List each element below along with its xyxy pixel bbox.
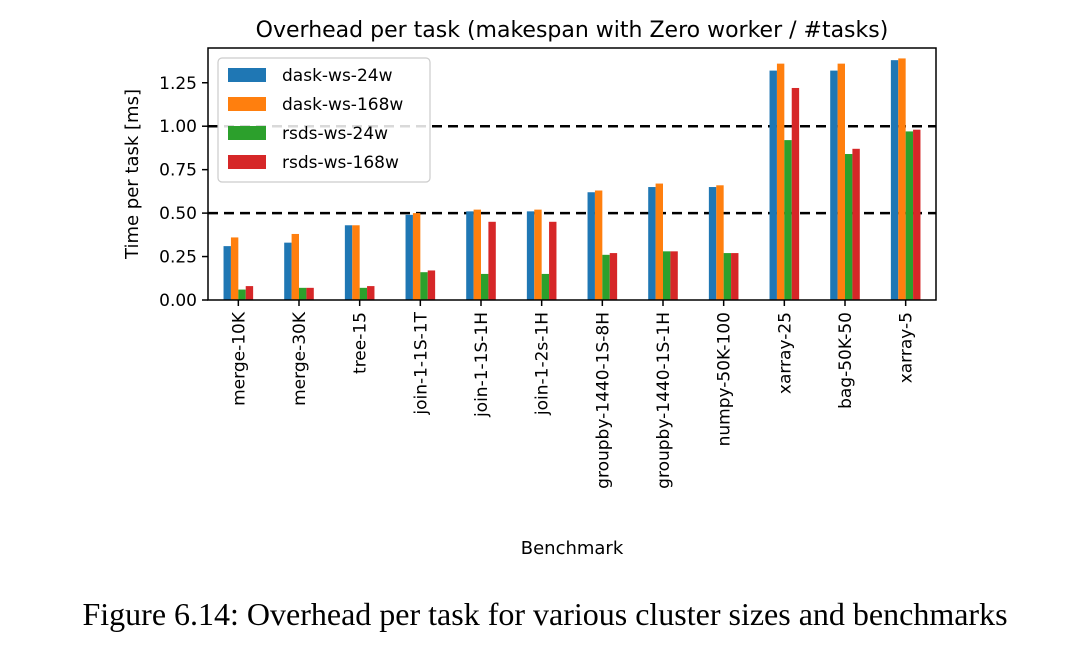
bar-dask-ws-168w-xarray-5 bbox=[898, 58, 906, 301]
y-axis: 0.00 0.25 0.50 0.75 1.00 1.25 bbox=[159, 74, 208, 311]
bar-rsds-ws-168w-join-1-2s-1H bbox=[549, 221, 557, 300]
bar-rsds-ws-24w-xarray-5 bbox=[905, 131, 914, 300]
bar-series-group bbox=[223, 58, 921, 301]
bar-dask-ws-168w-merge-30K bbox=[291, 233, 299, 300]
plot-area-frame bbox=[207, 47, 937, 301]
bar-dask-ws-168w-join-1-2s-1H bbox=[534, 209, 542, 300]
bar-rsds-ws-24w-xarray-25 bbox=[784, 140, 792, 300]
bar-dask-ws-24w-merge-10K bbox=[223, 246, 231, 300]
bar-rsds-ws-24w-numpy-50K-100 bbox=[723, 253, 732, 300]
figure-caption: Figure 6.14: Overhead per task for vario… bbox=[82, 596, 1008, 632]
legend-box bbox=[217, 57, 431, 183]
bar-dask-ws-168w-groupby-1440-1S-8H bbox=[594, 190, 603, 300]
y-tick-label: 0.25 bbox=[159, 248, 197, 268]
bar-rsds-ws-168w-numpy-50K-100 bbox=[731, 253, 739, 300]
bar-rsds-ws-24w-groupby-1440-1S-1H bbox=[663, 251, 671, 300]
bar-dask-ws-168w-merge-10K bbox=[230, 237, 239, 300]
x-axis: merge-10K merge-30K tree-15 join-1-1S-1T joi… bbox=[229, 300, 917, 489]
bar-rsds-ws-168w-bag-50K-50 bbox=[852, 148, 860, 300]
bar-dask-ws-24w-groupby-1440-1S-8H bbox=[587, 192, 595, 300]
y-axis-label: Time per task [ms] bbox=[122, 89, 143, 260]
legend-label-dask-ws-24w: dask-ws-24w bbox=[282, 66, 393, 86]
y-tick-label: 0.75 bbox=[159, 161, 197, 181]
bar-dask-ws-24w-groupby-1440-1S-1H bbox=[648, 187, 656, 300]
x-tick-label: merge-10K bbox=[229, 311, 249, 406]
bar-rsds-ws-168w-merge-30K bbox=[306, 287, 314, 300]
chart-title: Overhead per task (makespan with Zero wo… bbox=[256, 18, 889, 43]
x-tick-label: groupby-1440-1S-1H bbox=[654, 312, 674, 489]
bar-dask-ws-168w-bag-50K-50 bbox=[837, 63, 845, 300]
bar-dask-ws-24w-bag-50K-50 bbox=[830, 70, 838, 300]
y-tick-label: 0.00 bbox=[159, 291, 197, 311]
bar-rsds-ws-168w-join-1-1S-1H bbox=[488, 221, 496, 300]
bar-dask-ws-24w-tree-15 bbox=[344, 225, 353, 300]
bar-dask-ws-168w-xarray-25 bbox=[776, 63, 785, 300]
bar-rsds-ws-168w-tree-15 bbox=[367, 286, 375, 300]
legend-swatch-dask-ws-168w bbox=[228, 97, 266, 111]
x-tick-label: groupby-1440-1S-8H bbox=[593, 312, 613, 489]
bar-dask-ws-24w-numpy-50K-100 bbox=[708, 187, 717, 300]
bar-dask-ws-24w-merge-30K bbox=[284, 242, 292, 300]
bar-rsds-ws-168w-groupby-1440-1S-1H bbox=[670, 251, 678, 300]
bar-rsds-ws-168w-xarray-25 bbox=[791, 87, 800, 300]
legend-swatch-dask-ws-24w bbox=[228, 68, 266, 82]
legend: dask-ws-24w dask-ws-168w rsds-ws-24w rsds-w… bbox=[217, 57, 431, 183]
bar-dask-ws-24w-join-1-1S-1T bbox=[405, 214, 413, 300]
bar-rsds-ws-24w-tree-15 bbox=[359, 287, 368, 300]
y-tick-label: 1.25 bbox=[159, 74, 197, 94]
x-axis-label: Benchmark bbox=[521, 538, 624, 559]
legend-label-dask-ws-168w: dask-ws-168w bbox=[282, 95, 403, 115]
bar-rsds-ws-168w-merge-10K bbox=[245, 286, 254, 300]
bar-rsds-ws-24w-join-1-1S-1H bbox=[481, 273, 489, 300]
bar-rsds-ws-24w-merge-30K bbox=[299, 287, 307, 300]
x-tick-label: tree-15 bbox=[351, 312, 371, 374]
x-tick-label: join-1-2s-1H bbox=[533, 312, 553, 416]
bar-dask-ws-24w-join-1-2s-1H bbox=[526, 211, 535, 300]
bar-dask-ws-168w-tree-15 bbox=[352, 225, 360, 300]
legend-label-rsds-ws-168w: rsds-ws-168w bbox=[282, 153, 399, 173]
bar-dask-ws-168w-groupby-1440-1S-1H bbox=[655, 183, 663, 300]
legend-swatch-rsds-ws-24w bbox=[228, 126, 266, 140]
bar-rsds-ws-24w-join-1-2s-1H bbox=[541, 273, 550, 300]
bar-rsds-ws-24w-join-1-1S-1T bbox=[420, 272, 428, 300]
x-tick-label: bag-50K-50 bbox=[836, 312, 856, 409]
bar-rsds-ws-24w-merge-10K bbox=[238, 289, 246, 300]
legend-label-rsds-ws-24w: rsds-ws-24w bbox=[282, 124, 388, 144]
bar-dask-ws-168w-join-1-1S-1H bbox=[473, 209, 481, 300]
bar-dask-ws-24w-join-1-1S-1H bbox=[466, 211, 474, 300]
bar-rsds-ws-168w-join-1-1S-1T bbox=[427, 270, 436, 300]
x-tick-label: numpy-50K-100 bbox=[715, 312, 735, 446]
bar-dask-ws-24w-xarray-5 bbox=[890, 60, 899, 301]
bar-rsds-ws-168w-xarray-5 bbox=[913, 129, 921, 300]
bar-dask-ws-168w-numpy-50K-100 bbox=[716, 185, 724, 300]
x-tick-label: xarray-5 bbox=[897, 312, 917, 383]
bar-rsds-ws-168w-groupby-1440-1S-8H bbox=[609, 253, 618, 300]
x-tick-label: merge-30K bbox=[290, 311, 310, 406]
legend-swatch-rsds-ws-168w bbox=[228, 155, 266, 169]
x-tick-label: join-1-1S-1H bbox=[472, 312, 492, 418]
bar-dask-ws-24w-xarray-25 bbox=[769, 70, 777, 300]
bar-rsds-ws-24w-groupby-1440-1S-8H bbox=[602, 254, 610, 300]
x-tick-label: xarray-25 bbox=[775, 312, 795, 394]
bar-rsds-ws-24w-bag-50K-50 bbox=[845, 154, 853, 300]
y-tick-label: 1.00 bbox=[159, 117, 197, 137]
x-tick-label: join-1-1S-1T bbox=[411, 311, 431, 415]
bar-dask-ws-168w-join-1-1S-1T bbox=[412, 213, 421, 300]
y-tick-label: 0.50 bbox=[159, 204, 197, 224]
